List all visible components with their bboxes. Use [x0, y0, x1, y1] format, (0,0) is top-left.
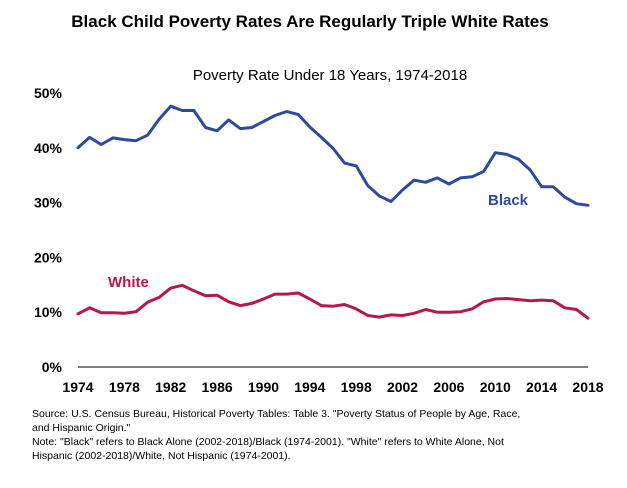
x-tick-label: 1982: [155, 379, 186, 395]
chart-notes: Source: U.S. Census Bureau, Historical P…: [32, 407, 612, 463]
source-note-line-1: Source: U.S. Census Bureau, Historical P…: [32, 408, 521, 420]
x-tick-label: 2002: [387, 379, 418, 395]
y-tick-label: 20%: [34, 249, 63, 265]
y-tick-label: 40%: [34, 140, 63, 156]
definition-note-line-2: Hispanic (2002-2018)/White, Not Hispanic…: [32, 450, 291, 462]
x-axis-tick-labels: 1974 1978 1982 1986 1990 1994 1998 2002 2006 2010…: [62, 379, 603, 395]
series-line-white: [76, 283, 590, 320]
series-lines: [76, 104, 590, 320]
definition-note-line-1: Note: "Black" refers to Black Alone (200…: [32, 436, 504, 448]
series-line-black: [76, 104, 590, 207]
x-tick-label: 1990: [248, 379, 279, 395]
chart-title: Black Child Poverty Rates Are Regularly …: [71, 12, 549, 31]
x-tick-label: 1974: [62, 379, 93, 395]
y-axis-tick-labels: 0% 10% 20% 30% 40% 50%: [34, 85, 63, 375]
x-tick-label: 2018: [572, 379, 603, 395]
series-labels: Black White: [108, 192, 529, 291]
x-tick-label: 1986: [202, 379, 233, 395]
x-tick-label: 2010: [480, 379, 511, 395]
x-tick-label: 2014: [526, 379, 557, 395]
x-tick-label: 1978: [109, 379, 140, 395]
x-tick-label: 1994: [294, 379, 325, 395]
series-label-black: Black: [488, 192, 529, 209]
y-tick-label: 0%: [42, 359, 63, 375]
series-label-white: White: [108, 274, 149, 291]
line-chart: 0%10%20%30%40%50% 1974 1978 1982 1986 1990 19…: [34, 85, 604, 395]
chart-subtitle: Poverty Rate Under 18 Years, 1974-2018: [192, 67, 468, 84]
x-tick-label: 1998: [341, 379, 372, 395]
y-tick-label: 30%: [34, 195, 63, 211]
source-note-line-2: and Hispanic Origin.": [32, 422, 131, 434]
y-tick-label: 50%: [34, 85, 63, 101]
y-tick-label: 10%: [34, 304, 63, 320]
x-tick-label: 2006: [433, 379, 464, 395]
